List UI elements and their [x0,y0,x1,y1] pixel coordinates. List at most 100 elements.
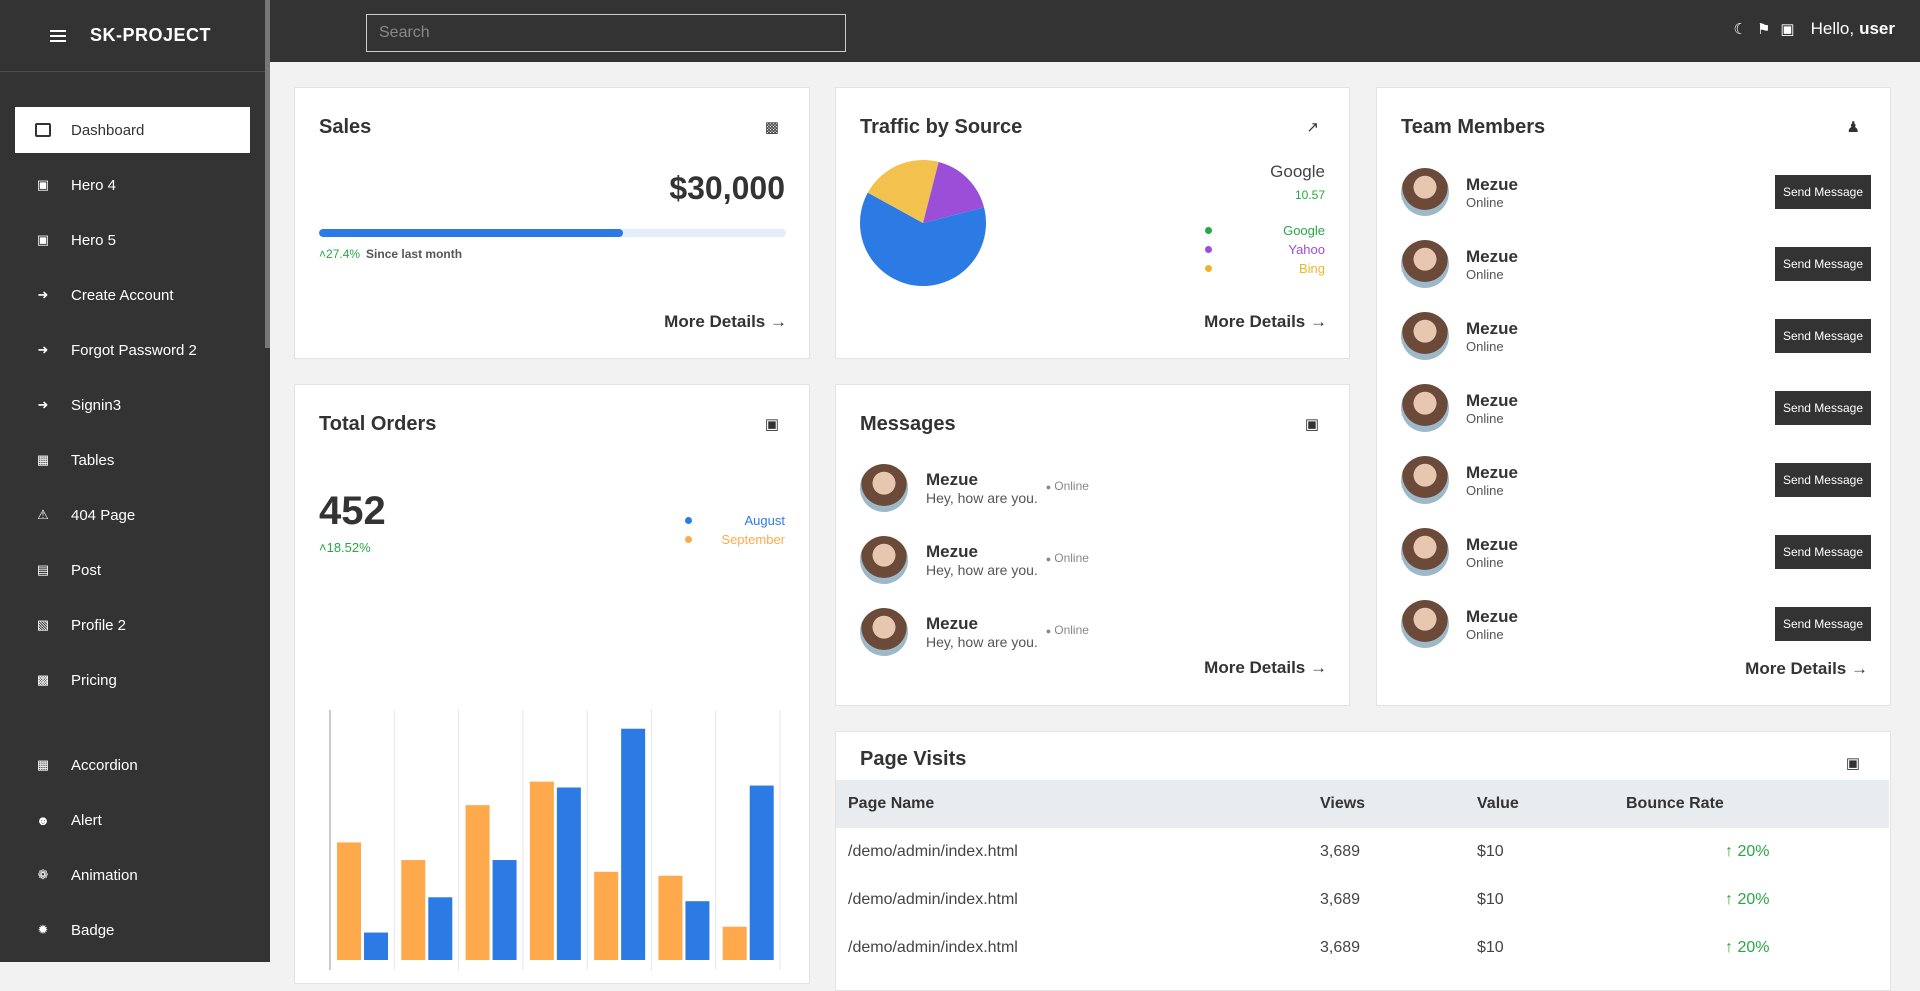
sidebar-item-animation[interactable]: ❁ Animation [15,852,250,898]
col-page-name: Page Name [848,795,935,812]
sidebar-item-label: Alert [71,811,102,829]
sidebar-nav: Dashboard ▣ Hero 4 ▣ Hero 5 ➜ Create Accoun… [15,107,250,962]
visits-title: Page Visits [860,748,967,770]
orders-card: Total Orders ▣ 452 ˄18.52% August Septem… [294,384,810,984]
sidebar-item-tables[interactable]: ▦ Tables [15,437,250,483]
grid-icon: ▦ [36,757,50,772]
sidebar-item-label: Hero 4 [71,176,117,194]
avatar [1401,456,1449,504]
team-title: Team Members [1401,116,1546,138]
sidebar-item-dashboard[interactable]: Dashboard [15,107,250,153]
avatar [1401,528,1449,576]
pie-slice [860,192,986,286]
member-status: Online [1466,554,1504,570]
send-message-button[interactable]: Send Message [1774,607,1871,641]
traffic-card: Traffic by Source ↗ Google 10.57 Google … [835,87,1350,359]
message-text: Hey, how are you. [926,634,1038,650]
sign-in-icon: ➜ [37,287,49,302]
visits-table-header: Page Name Views Value Bounce Rate [836,780,1889,828]
sidebar-item-badge[interactable]: ✹ Badge [15,907,250,953]
legend-label: Google [1283,223,1325,238]
legend-dot [1205,265,1212,272]
avatar [1401,312,1449,360]
sidebar-scrollbar[interactable] [265,0,270,348]
team-member-row: Mezue Online Send Message [1401,311,1871,361]
bar [722,926,747,960]
more-details-label: More Details [1204,658,1306,677]
sidebar-item-hero-4[interactable]: ▣ Hero 4 [15,162,250,208]
legend-dot [685,536,692,543]
member-status: Online [1466,338,1504,354]
orders-change: ˄18.52% [319,540,371,555]
sidebar-item-forgot-password[interactable]: ➜ Forgot Password 2 [15,327,250,373]
chat-icon[interactable]: ▣ [1780,21,1795,38]
sidebar-item-hero-5[interactable]: ▣ Hero 5 [15,217,250,263]
sidebar-item-label: Hero 5 [71,231,117,249]
bar [529,781,554,960]
team-member-row: Mezue Online Send Message [1401,239,1871,289]
money-icon: ▩ [36,672,50,687]
hero-icon: ▣ [36,177,50,192]
moon-icon[interactable]: ☾ [1733,21,1747,38]
bar [492,860,517,960]
col-value: Value [1477,795,1519,812]
legend-item-yahoo: Yahoo [1205,240,1325,259]
arrow-up-icon: ↑ [1725,843,1733,860]
send-message-button[interactable]: Send Message [1774,247,1871,281]
cell-bounce: ↑ 20% [1725,891,1769,909]
send-message-button[interactable]: Send Message [1774,463,1871,497]
send-message-button[interactable]: Send Message [1774,175,1871,209]
sidebar-item-accordion[interactable]: ▦ Accordion [15,742,250,788]
cell-page: /demo/admin/index.html [848,843,1018,860]
send-message-button[interactable]: Send Message [1774,319,1871,353]
legend-item-bing: Bing [1205,259,1325,278]
avatar [860,608,908,656]
arrow-up-icon: ˄ [319,247,327,261]
sidebar-item-profile-2[interactable]: ▧ Profile 2 [15,602,250,648]
brand-bar: SK-PROJECT [0,0,270,72]
hamburger-menu-icon[interactable] [50,29,66,42]
member-status: Online [1466,410,1504,426]
sales-change: ˄27.4% Since last month [319,247,462,261]
avatar [1401,600,1449,648]
bell-icon[interactable]: ⚑ [1756,21,1771,38]
sidebar-item-pricing[interactable]: ▩ Pricing [15,657,250,703]
arrow-right-icon: → [1310,658,1327,677]
sidebar-item-signin3[interactable]: ➜ Signin3 [15,382,250,428]
bar [685,901,710,960]
search-input[interactable]: Search [366,14,846,52]
sales-more-details[interactable]: More Details → [664,312,787,332]
orders-value: 452 [319,489,386,533]
bar [621,728,646,960]
member-name: Mezue [1466,534,1518,554]
traffic-title: Traffic by Source [860,116,1023,138]
legend-dot [1205,246,1212,253]
cell-views: 3,689 [1320,939,1361,956]
send-message-button[interactable]: Send Message [1774,391,1871,425]
sales-progress-fill [319,229,623,237]
sidebar-item-post[interactable]: ▤ Post [15,547,250,593]
sidebar-item-404[interactable]: ⚠ 404 Page [15,492,250,538]
legend-item-google: Google [1205,221,1325,240]
traffic-more-details[interactable]: More Details → [1204,312,1327,332]
user-name[interactable]: user [1859,19,1895,38]
arrow-right-icon: → [1310,312,1327,331]
table-row[interactable]: /demo/admin/index.html 3,689 $10 ↑ 20% [836,876,1889,924]
table-row[interactable]: /demo/admin/index.html 3,689 $10 ↑ 20% [836,924,1889,972]
send-message-button[interactable]: Send Message [1774,535,1871,569]
sign-in-icon: ➜ [37,342,49,357]
message-sender: Mezue [926,542,978,561]
team-more-details[interactable]: More Details → [1745,659,1868,679]
table-icon: ▦ [36,452,50,467]
messages-more-details[interactable]: More Details → [1204,658,1327,678]
table-row[interactable]: /demo/admin/index.html 3,689 $10 ↑ 20% [836,828,1889,876]
sidebar-item-create-account[interactable]: ➜ Create Account [15,272,250,318]
hero-icon: ▣ [36,232,50,247]
sidebar-item-alert[interactable]: ☻ Alert [15,797,250,843]
team-member-row: Mezue Online Send Message [1401,599,1871,649]
member-name: Mezue [1466,390,1518,410]
